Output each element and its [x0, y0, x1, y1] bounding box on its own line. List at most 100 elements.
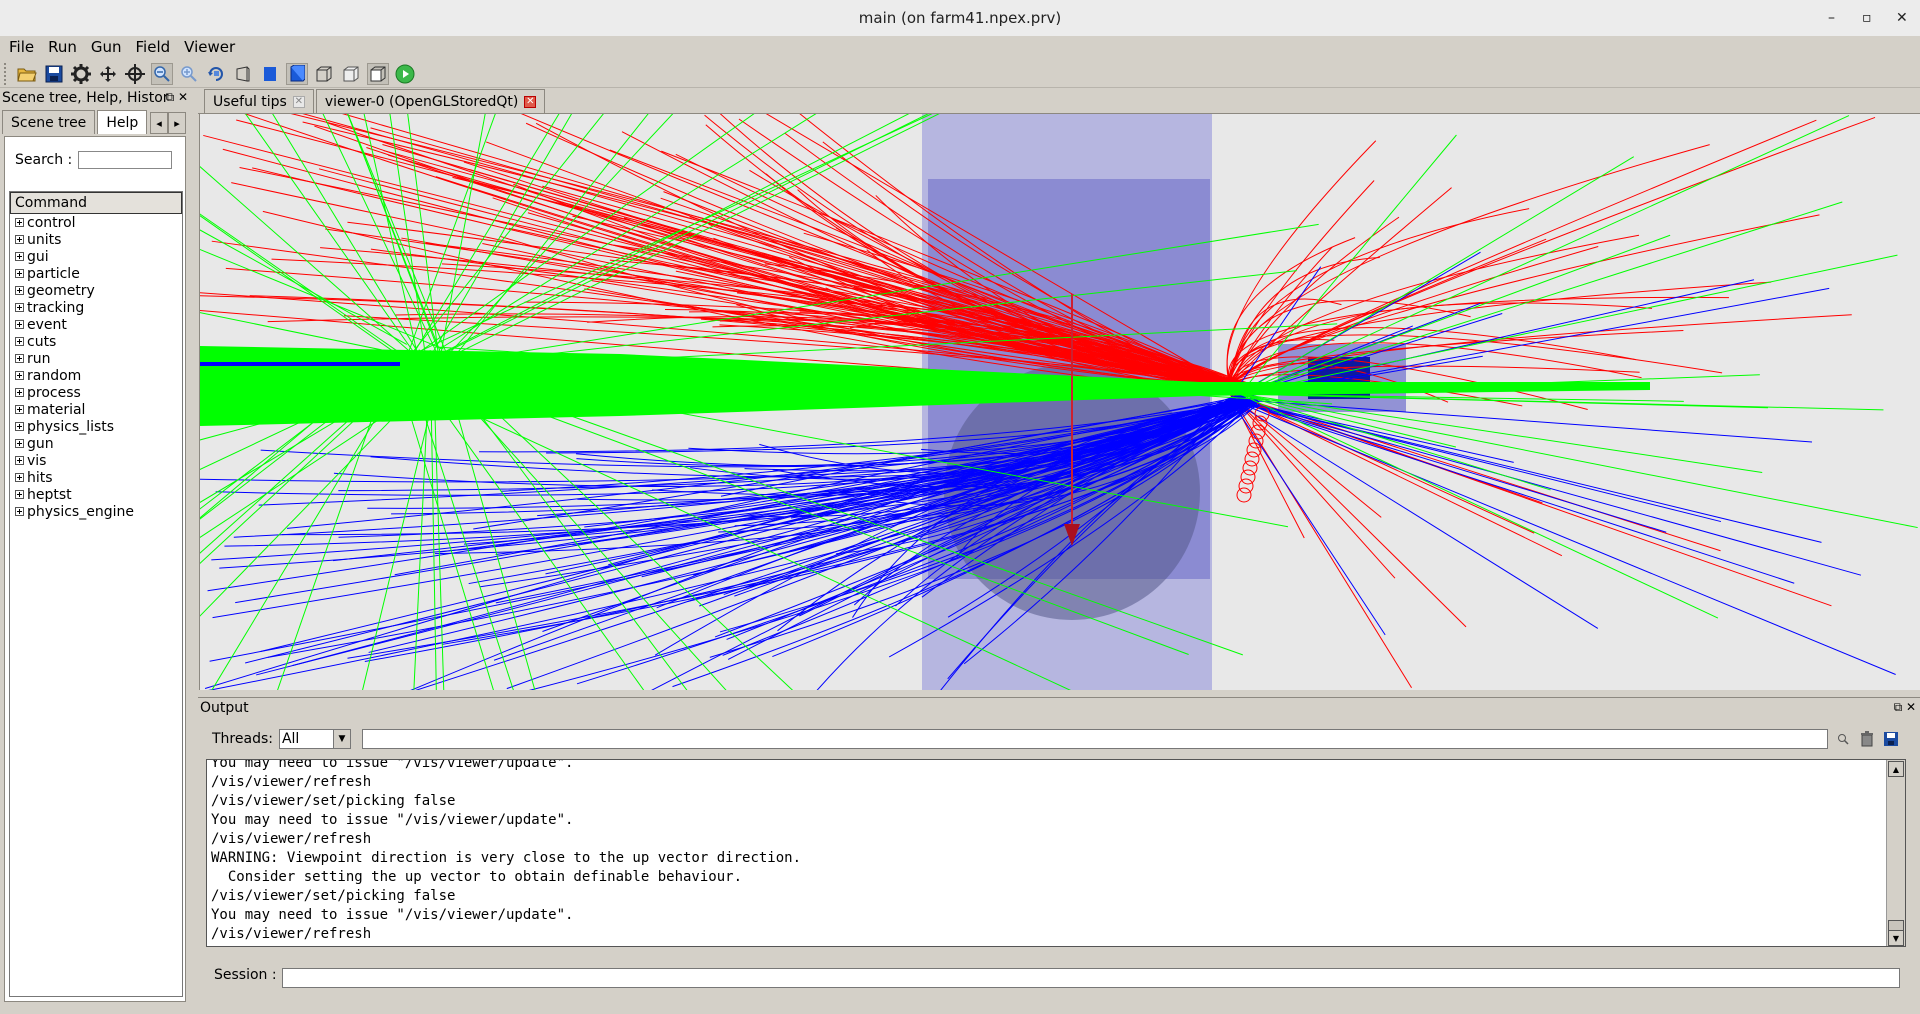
command-tree[interactable]: Command control units gui particle geometry t… — [9, 191, 183, 997]
zoom-out-icon[interactable] — [151, 62, 173, 85]
move-icon[interactable] — [97, 63, 119, 85]
run-icon[interactable] — [394, 63, 416, 85]
save-icon[interactable] — [43, 63, 65, 85]
tree-item-physics-lists[interactable]: physics_lists — [10, 418, 182, 435]
expand-icon[interactable] — [15, 218, 24, 227]
expand-icon[interactable] — [15, 320, 24, 329]
tree-item-vis[interactable]: vis — [10, 452, 182, 469]
output-log-scrollbar[interactable]: ▲ ▼ — [1886, 760, 1905, 946]
tree-item-material[interactable]: material — [10, 401, 182, 418]
save-output-icon[interactable] — [1882, 730, 1900, 748]
expand-icon[interactable] — [15, 439, 24, 448]
tab-scroll-left-icon[interactable]: ◂ — [150, 112, 168, 134]
expand-icon[interactable] — [15, 405, 24, 414]
log-line: You may need to issue "/vis/viewer/updat… — [211, 759, 574, 771]
output-log[interactable]: You may need to issue "/vis/viewer/updat… — [206, 759, 1906, 947]
solid-icon[interactable] — [259, 63, 281, 85]
tree-item-process[interactable]: process — [10, 384, 182, 401]
close-window-button[interactable]: ✕ — [1896, 10, 1908, 26]
close-tab-icon[interactable]: ✕ — [524, 95, 537, 108]
tree-item-units[interactable]: units — [10, 231, 182, 248]
tree-item-label: event — [27, 316, 67, 333]
vertical-splitter[interactable] — [190, 88, 198, 1014]
search-row: Search : — [15, 151, 173, 169]
maximize-button[interactable]: ▫ — [1862, 10, 1872, 26]
expand-icon[interactable] — [15, 286, 24, 295]
neutral-track — [1239, 115, 1850, 395]
menu-file[interactable]: File — [9, 38, 35, 56]
threads-select[interactable]: All ▼ — [278, 729, 351, 749]
expand-icon[interactable] — [15, 388, 24, 397]
search-icon[interactable] — [1834, 730, 1852, 748]
output-filter-input[interactable] — [362, 729, 1828, 749]
hidden-line-icon[interactable] — [340, 63, 362, 85]
neutral-track — [200, 363, 391, 510]
open-folder-icon[interactable] — [16, 63, 38, 85]
neutral-track — [399, 382, 494, 690]
tab-useful-tips[interactable]: Useful tips ✕ — [204, 89, 314, 113]
session-input[interactable] — [282, 968, 1900, 988]
expand-icon[interactable] — [15, 269, 24, 278]
tree-item-particle[interactable]: particle — [10, 265, 182, 282]
tab-viewer-0[interactable]: viewer-0 (OpenGLStoredQt) ✕ — [315, 89, 546, 113]
expand-icon[interactable] — [15, 422, 24, 431]
tree-item-run[interactable]: run — [10, 350, 182, 367]
perspective-icon[interactable] — [232, 63, 254, 85]
surface-icon[interactable] — [286, 62, 308, 85]
positive-track — [1229, 334, 1723, 385]
gear-icon[interactable] — [70, 63, 92, 85]
expand-icon[interactable] — [15, 235, 24, 244]
spiral-loop — [1236, 487, 1252, 503]
expand-icon[interactable] — [15, 490, 24, 499]
tree-item-random[interactable]: random — [10, 367, 182, 384]
wireframe-icon[interactable] — [313, 63, 335, 85]
menu-field[interactable]: Field — [135, 38, 171, 56]
target-icon[interactable] — [124, 63, 146, 85]
tree-item-geometry[interactable]: geometry — [10, 282, 182, 299]
command-tree-header[interactable]: Command — [10, 192, 182, 214]
negative-track — [720, 400, 1231, 497]
close-tab-icon[interactable]: ✕ — [292, 95, 305, 108]
toolbar-grip[interactable] — [4, 62, 10, 85]
expand-icon[interactable] — [15, 456, 24, 465]
expand-icon[interactable] — [15, 303, 24, 312]
positive-track — [1229, 314, 1852, 385]
tab-help[interactable]: Help — [97, 110, 148, 134]
tree-item-hits[interactable]: hits — [10, 469, 182, 486]
tree-item-gui[interactable]: gui — [10, 248, 182, 265]
tree-item-control[interactable]: control — [10, 214, 182, 231]
tree-item-gun[interactable]: gun — [10, 435, 182, 452]
tab-scroll-right-icon[interactable]: ▸ — [168, 112, 186, 134]
neutral-track — [389, 114, 429, 376]
neutral-track — [1239, 393, 1457, 448]
expand-icon[interactable] — [15, 354, 24, 363]
expand-icon[interactable] — [15, 507, 24, 516]
search-label: Search : — [15, 152, 73, 168]
rotate-icon[interactable] — [205, 63, 227, 85]
scroll-up-icon[interactable]: ▲ — [1888, 761, 1904, 777]
menu-viewer[interactable]: Viewer — [184, 38, 236, 56]
tree-item-tracking[interactable]: tracking — [10, 299, 182, 316]
trash-icon[interactable] — [1858, 730, 1876, 748]
tree-item-physics-engine[interactable]: physics_engine — [10, 503, 182, 520]
minimize-button[interactable]: – — [1828, 10, 1835, 26]
expand-icon[interactable] — [15, 371, 24, 380]
scroll-down-icon[interactable]: ▼ — [1888, 930, 1904, 946]
expand-icon[interactable] — [15, 337, 24, 346]
tree-item-event[interactable]: event — [10, 316, 182, 333]
scene-canvas[interactable] — [200, 114, 1920, 690]
menu-gun[interactable]: Gun — [90, 38, 122, 56]
search-input[interactable] — [78, 151, 173, 169]
tree-item-label: gun — [27, 435, 54, 452]
zoom-in-icon[interactable] — [178, 63, 200, 85]
hidden-surface-icon[interactable] — [367, 62, 389, 85]
menu-run[interactable]: Run — [48, 38, 77, 56]
tab-scene-tree[interactable]: Scene tree — [2, 110, 96, 134]
tree-item-heptst[interactable]: heptst — [10, 486, 182, 503]
tree-item-cuts[interactable]: cuts — [10, 333, 182, 350]
expand-icon[interactable] — [15, 252, 24, 261]
dock-float-close-icon[interactable]: ⧉ ✕ — [1893, 700, 1916, 714]
expand-icon[interactable] — [15, 473, 24, 482]
opengl-viewer[interactable] — [199, 114, 1920, 690]
dock-float-close-icon[interactable]: ⧉ ✕ — [165, 90, 188, 104]
